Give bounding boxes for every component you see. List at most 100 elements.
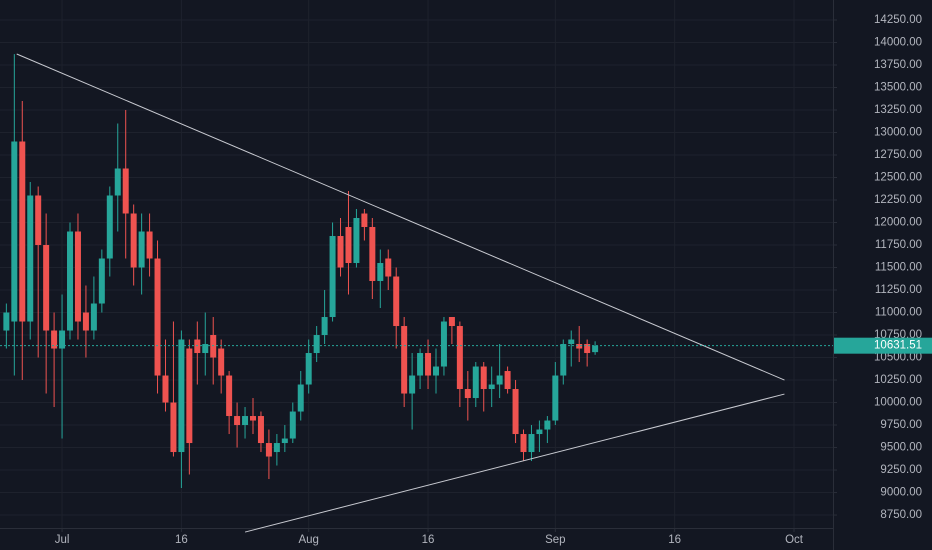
candle-body (393, 276, 400, 327)
last-price-label: 10631.51 (874, 340, 922, 352)
y-tick-label: 11500.00 (875, 262, 922, 274)
y-tick-label: 10250.00 (874, 374, 922, 386)
trendline (16, 53, 785, 381)
candle-body (425, 353, 432, 376)
x-tick-label: Aug (298, 534, 318, 546)
candle-body (440, 321, 447, 367)
candle-body (512, 389, 519, 435)
candle-body (170, 402, 177, 453)
candle-body (409, 375, 416, 394)
y-tick-label: 13250.00 (874, 104, 922, 116)
x-tick-label: Sep (545, 534, 565, 546)
candle-body (345, 227, 352, 264)
candle-body (552, 375, 559, 421)
candle-body (329, 236, 336, 318)
candle-body (576, 344, 583, 349)
x-tick-label: Oct (785, 534, 804, 546)
candle-body (369, 227, 376, 282)
candle-body (242, 416, 249, 426)
candle-body (281, 438, 288, 444)
candle-body (114, 168, 121, 196)
y-tick-label: 12500.00 (874, 172, 922, 184)
candle-body (226, 375, 233, 417)
trendline (244, 393, 785, 533)
candle-body (560, 344, 567, 376)
candle-body (19, 141, 26, 322)
candle-body (456, 326, 463, 390)
candle-body (51, 330, 58, 349)
candle-body (250, 416, 257, 421)
candle-body (154, 258, 161, 376)
candle-body (432, 366, 439, 376)
candle-body (353, 218, 360, 264)
candle-body (305, 353, 312, 385)
candle-body (98, 258, 105, 304)
candle-body (544, 420, 551, 430)
candle-body (401, 326, 408, 394)
candle-body (385, 258, 392, 277)
candle-body (186, 348, 193, 444)
candle-body (3, 312, 10, 331)
y-tick-label: 9000.00 (880, 487, 922, 499)
candle-body (472, 366, 479, 399)
candle-body (67, 231, 74, 331)
candle-body (528, 434, 535, 453)
candle-body (480, 366, 487, 390)
y-tick-label: 12250.00 (874, 194, 922, 206)
candle-body (568, 339, 575, 345)
candle-body (122, 168, 129, 214)
y-tick-label: 9500.00 (880, 442, 922, 454)
candle-body (194, 339, 201, 354)
candle-body (218, 348, 225, 376)
y-tick-label: 12000.00 (874, 217, 922, 229)
candle-body (273, 443, 280, 453)
candle-body (234, 416, 241, 426)
x-tick-label: 16 (422, 534, 435, 546)
candle-body (488, 384, 495, 390)
y-tick-label: 11000.00 (875, 307, 922, 319)
candle-body (496, 375, 503, 385)
y-tick-label: 13000.00 (874, 127, 922, 139)
candle-body (257, 416, 264, 444)
y-tick-label: 9750.00 (880, 419, 922, 431)
y-tick-label: 13500.00 (874, 82, 922, 94)
candle-body (82, 312, 89, 331)
candle-body (59, 330, 66, 349)
x-tick-label: Jul (55, 534, 70, 546)
y-tick-label: 10500.00 (874, 352, 922, 364)
candle-body (464, 389, 471, 399)
candle-body (592, 345, 599, 353)
y-tick-label: 10000.00 (874, 397, 922, 409)
candle-body (90, 303, 97, 331)
candle-body (146, 231, 153, 259)
y-tick-label: 13750.00 (874, 59, 922, 71)
x-tick-label: 16 (175, 534, 188, 546)
candle-body (361, 213, 368, 228)
candle-body (297, 384, 304, 412)
y-tick-label: 14000.00 (874, 37, 922, 49)
candle-body (210, 335, 217, 358)
candle-body (106, 195, 113, 259)
y-tick-label: 12750.00 (874, 149, 922, 161)
candle-body (536, 429, 543, 435)
candle-body (337, 236, 344, 268)
candle-body (321, 317, 328, 336)
y-tick-label: 11250.00 (875, 284, 922, 296)
candle-body (313, 335, 320, 354)
candle-body (11, 141, 18, 322)
candle-body (130, 213, 137, 268)
candle-body (584, 344, 591, 354)
candle-body (265, 443, 272, 457)
candle-body (138, 231, 145, 268)
candle-body (178, 339, 185, 453)
candle-body (448, 317, 455, 327)
candle-body (43, 245, 50, 331)
candle-body (504, 371, 511, 390)
y-tick-label: 9250.00 (880, 464, 922, 476)
candle-body (377, 263, 384, 282)
candle-body (202, 344, 209, 354)
y-tick-label: 14250.00 (874, 14, 922, 26)
candle-body (289, 411, 296, 439)
